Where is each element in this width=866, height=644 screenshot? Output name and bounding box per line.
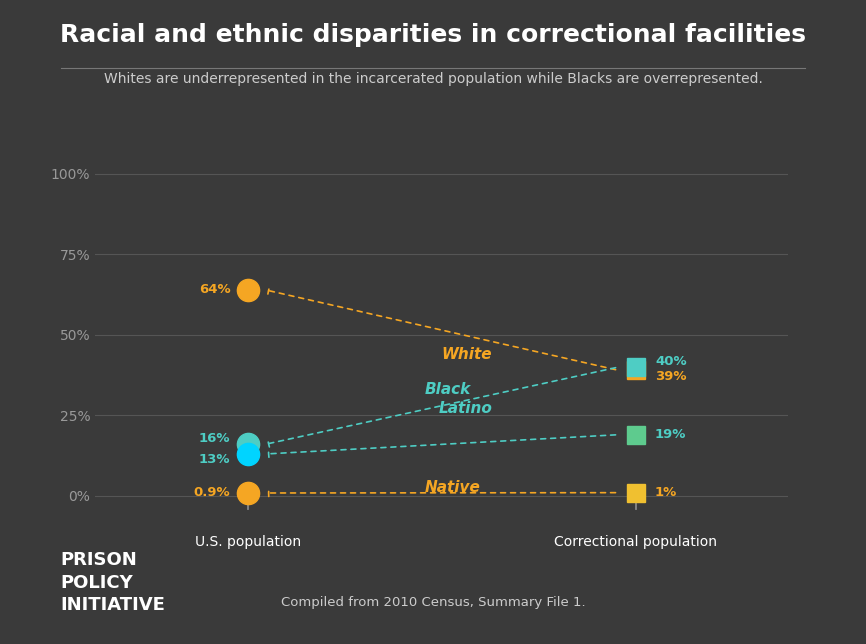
Text: Correctional population: Correctional population	[554, 535, 717, 549]
Text: 0.9%: 0.9%	[194, 486, 230, 500]
Text: PRISON: PRISON	[61, 551, 138, 569]
Text: 16%: 16%	[199, 432, 230, 445]
Text: INITIATIVE: INITIATIVE	[61, 596, 165, 614]
Text: POLICY: POLICY	[61, 574, 133, 592]
Text: 19%: 19%	[655, 428, 687, 441]
Text: 40%: 40%	[655, 355, 687, 368]
Text: 64%: 64%	[198, 283, 230, 296]
Text: Black: Black	[424, 382, 470, 397]
Text: Latino: Latino	[438, 401, 492, 417]
Text: Whites are underrepresented in the incarcerated population while Blacks are over: Whites are underrepresented in the incar…	[104, 72, 762, 86]
Text: 1%: 1%	[655, 486, 677, 499]
Text: 39%: 39%	[655, 370, 687, 383]
Text: Compiled from 2010 Census, Summary File 1.: Compiled from 2010 Census, Summary File …	[281, 596, 585, 609]
Text: White: White	[442, 346, 492, 362]
Text: Native: Native	[424, 480, 481, 495]
Text: Racial and ethnic disparities in correctional facilities: Racial and ethnic disparities in correct…	[60, 23, 806, 46]
Text: U.S. population: U.S. population	[195, 535, 301, 549]
Text: 13%: 13%	[199, 453, 230, 466]
